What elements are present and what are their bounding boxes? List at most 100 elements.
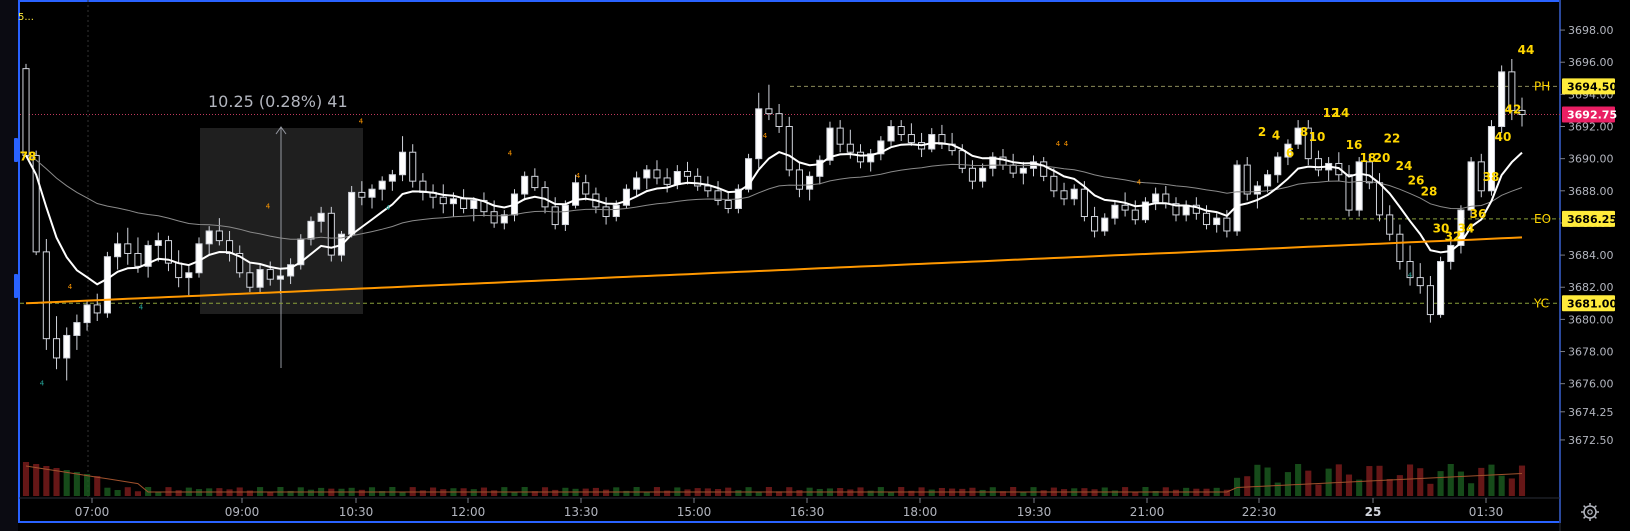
time-label: 18:00 [903,505,938,519]
bar-count-label: 18 [1360,151,1377,165]
volume-bar [735,490,742,496]
candle-body [1080,188,1088,218]
candle-body [867,153,875,163]
signal-marker: 4 [1056,140,1061,148]
candle-body [327,212,335,256]
signal-marker: 4 [1064,140,1069,148]
price-tag-value: 3694.50 [1567,80,1617,93]
volume-bar [379,491,386,496]
time-axis[interactable]: 07:00 09:00 10:30 12:00 13:30 15:00 16:30 18:00… [75,498,1504,519]
measure-tool[interactable] [200,126,363,368]
candle-body [1355,161,1363,211]
price-tag [1562,295,1615,312]
candle-body [409,151,417,182]
candle-body [195,243,203,274]
level-label: PH [1534,79,1550,93]
signal-marker: 4 [359,117,364,125]
bar-count-label: 28 [1421,185,1438,199]
candle-body [154,240,162,246]
candle-body [134,252,142,267]
volume-bar [94,476,101,496]
candle-body [989,156,997,169]
volume-bar [84,474,91,496]
candle-body [460,198,468,209]
price-tag-value: 3686.25 [1567,213,1617,226]
candle-body [1467,161,1475,211]
volume-bar [664,490,671,496]
candle-body [1416,277,1424,287]
bar-count-label: 78 [20,149,37,163]
left-toolbar[interactable] [0,0,18,531]
price-label: 3688.00 [1568,185,1614,198]
volume-bar [22,462,30,496]
candle-body [745,158,753,190]
time-label: 01:30 [1469,505,1504,519]
candle-body [907,134,915,144]
bar-count-label: 4 [1272,128,1280,142]
price-label: 3680.00 [1568,313,1614,326]
gear-icon[interactable] [1581,503,1599,521]
candle-body [979,167,987,182]
signal-marker: 4 [68,283,73,291]
price-tag [1562,106,1615,123]
candle-body [1426,285,1434,316]
moving-averages [25,142,1523,305]
left-panel-tab[interactable] [14,274,18,298]
candle-body [175,262,183,279]
volume-bar [1284,472,1291,496]
candle-body [348,191,356,235]
candle-body [1009,164,1017,174]
candle-body [1040,161,1048,177]
volume-bar [1457,471,1464,496]
candle-body [1091,216,1099,232]
candle-body [1223,217,1231,232]
bar-count-label: 6 [1286,146,1294,160]
price-tag [1562,210,1615,227]
left-panel-tab[interactable] [14,138,18,162]
candle-body [1070,188,1078,200]
candle-body [612,204,620,218]
candle-body [1365,161,1373,184]
volume-bar [1447,464,1454,496]
candle-body [1233,164,1241,232]
volume-bar [1427,483,1434,496]
candle-body [1284,143,1292,158]
candle-body [1274,156,1282,176]
volume-bar [1498,475,1505,496]
candles[interactable] [22,59,1526,381]
volume-bar [43,466,50,496]
candle-body [887,126,895,142]
vwap-line [25,236,1523,305]
candle-body [185,272,193,279]
candle-body [124,243,132,254]
volume-average-line [25,465,1523,493]
candle-body [633,177,641,190]
candle-body [1314,158,1323,171]
level-label: YC [1533,296,1549,310]
volume-bar [1264,467,1271,496]
volume-bar [1396,475,1403,496]
volume-bar [1274,482,1281,496]
bar-count-label: 16 [1346,138,1363,152]
candle-body [1172,203,1180,216]
volume-bar [1508,478,1515,496]
volume-bar [755,491,762,496]
candle-body [765,108,773,115]
volume-bar [73,472,80,496]
candle-body [1264,174,1272,187]
price-label: 3672.50 [1568,434,1614,447]
signal-marker: 4 [139,304,144,312]
volume-bar [358,489,365,496]
price-tag-value: 3681.00 [1567,297,1617,310]
level-lines [20,0,1560,498]
candle-body [1131,209,1139,221]
candle-body [1477,161,1485,192]
candle-body [602,206,610,218]
candle-body [63,334,71,359]
candle-body [958,150,966,169]
candle-body [307,220,315,240]
price-label: 3698.00 [1568,24,1614,37]
candle-body [256,269,264,288]
candle-body [1019,167,1027,174]
